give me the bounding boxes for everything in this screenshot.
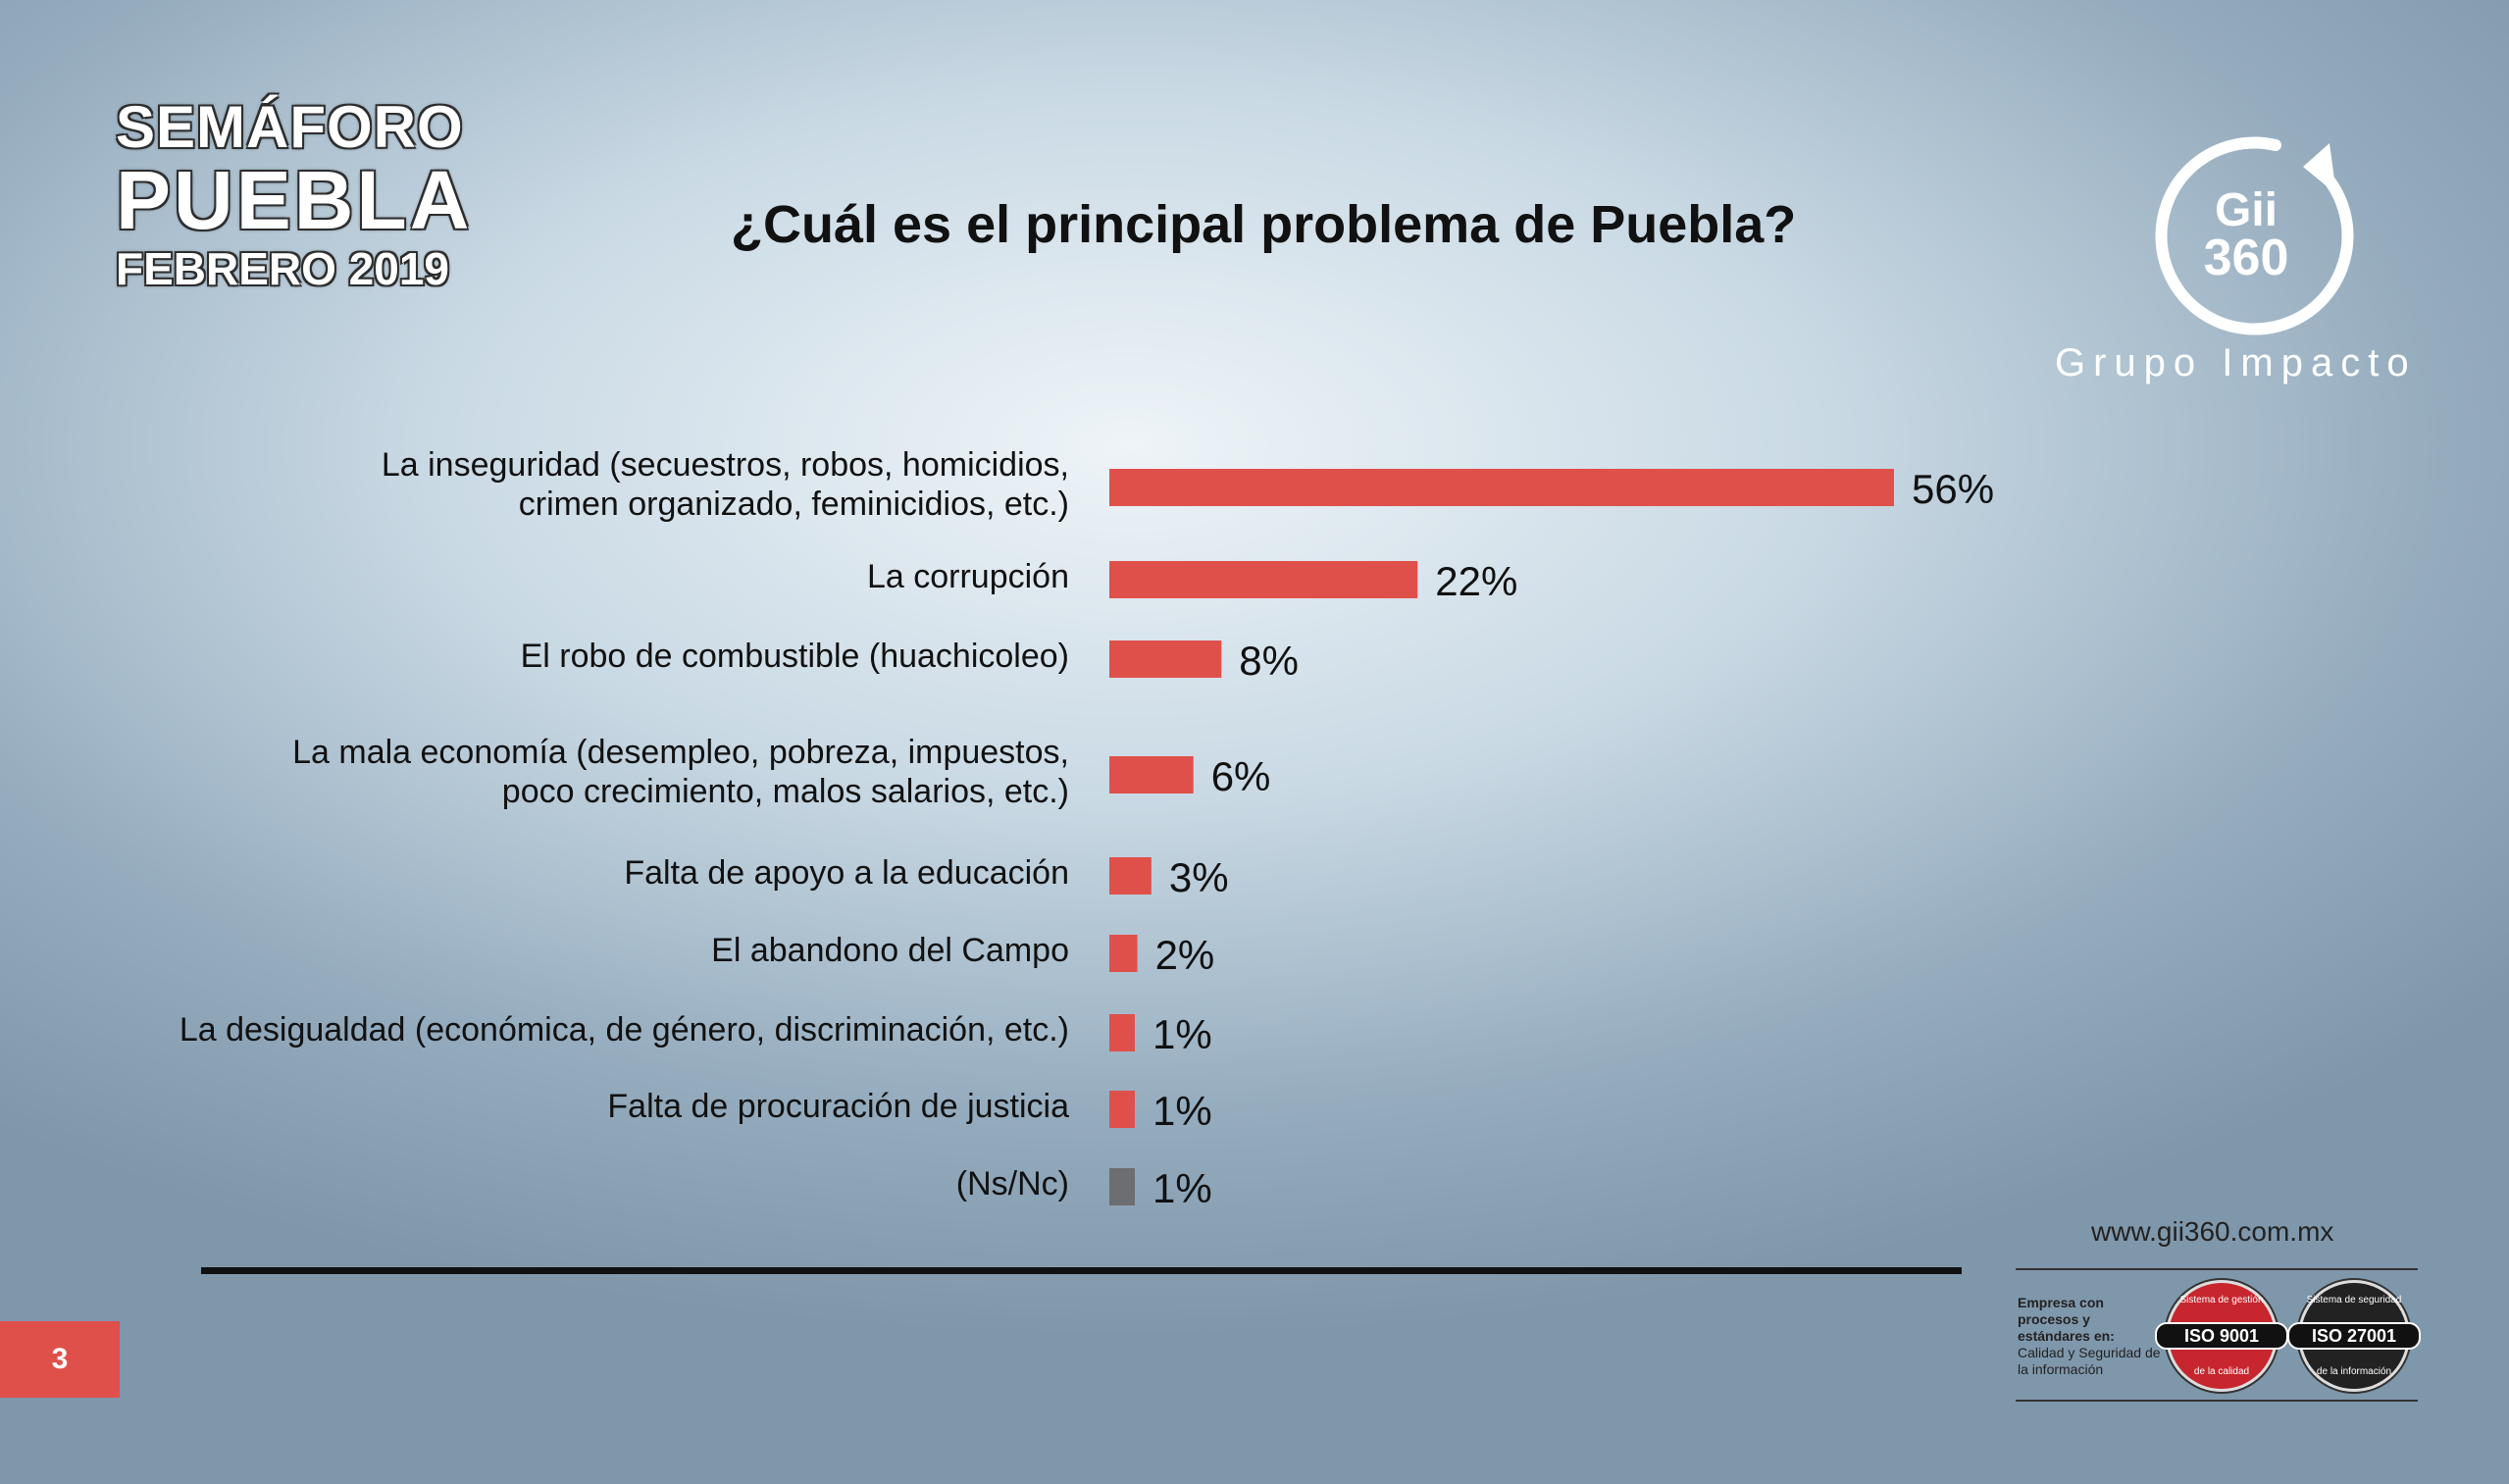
circular-arrow-icon: Gii 360: [2155, 136, 2354, 335]
category-label: La inseguridad (secuestros, robos, homic…: [382, 446, 1069, 484]
iso-27001-seal: Sistema de seguridad ISO 27001 de la inf…: [2287, 1280, 2421, 1392]
category-label: La mala economía (desempleo, pobreza, im…: [292, 734, 1069, 771]
bar: [1109, 1014, 1135, 1051]
bar: [1109, 469, 1894, 506]
bar: [1109, 1091, 1135, 1128]
company-name: Grupo Impacto: [2055, 341, 2417, 384]
brand-block: SEMÁFORO PUEBLA FEBRERO 2019: [116, 96, 472, 296]
iso-9001-seal: Sistema de gestión ISO 9001 de la calida…: [2155, 1280, 2288, 1392]
page-number: 3: [0, 1321, 120, 1398]
website-url[interactable]: www.gii360.com.mx: [2091, 1216, 2334, 1247]
logo-text-360: 360: [2204, 230, 2289, 286]
data-label: 1%: [1152, 1088, 1212, 1134]
data-label: 1%: [1152, 1011, 1212, 1057]
seal2-bottom-text: de la información: [2316, 1366, 2392, 1377]
data-label: 22%: [1435, 558, 1517, 604]
bar: [1109, 935, 1138, 972]
cert-sub: Calidad y Seguridad de la información: [2018, 1345, 2161, 1377]
bar: [1109, 1168, 1135, 1205]
logo-text-gii: Gii: [2215, 184, 2278, 236]
certifications-text: Empresa con procesos y estándares en: Ca…: [2018, 1295, 2165, 1378]
divider-line: [201, 1267, 1962, 1274]
category-label: (Ns/Nc): [956, 1165, 1069, 1203]
bar: [1109, 756, 1194, 793]
data-label: 2%: [1155, 932, 1215, 978]
cert-heading: Empresa con procesos y estándares en:: [2018, 1295, 2115, 1344]
seal1-bottom-text: de la calidad: [2193, 1366, 2250, 1377]
seal2-top-text: Sistema de seguridad: [2306, 1295, 2402, 1305]
brand-line-3: FEBRERO 2019: [116, 243, 450, 294]
data-label: 6%: [1211, 753, 1271, 799]
category-label: El robo de combustible (huachicoleo): [521, 638, 1069, 675]
bar: [1109, 561, 1418, 598]
brand-line-2: PUEBLA: [116, 154, 473, 246]
category-label: La desigualdad (económica, de género, di…: [179, 1011, 1069, 1049]
seal1-top-text: Sistema de gestión: [2179, 1295, 2264, 1305]
bar: [1109, 640, 1222, 678]
data-label: 8%: [1239, 638, 1299, 684]
category-label: Falta de procuración de justicia: [607, 1088, 1069, 1125]
category-label: La corrupción: [867, 558, 1069, 595]
data-label: 56%: [1912, 466, 1994, 512]
category-label: Falta de apoyo a la educación: [624, 854, 1069, 892]
category-label: crimen organizado, feminicidios, etc.): [519, 486, 1069, 523]
chart-title: ¿Cuál es el principal problema de Puebla…: [731, 195, 1797, 254]
data-label: 3%: [1169, 854, 1229, 900]
certifications-box: [2016, 1268, 2418, 1402]
category-label: El abandono del Campo: [711, 932, 1069, 969]
brand-line-1: SEMÁFORO: [116, 94, 464, 160]
category-label: poco crecimiento, malos salarios, etc.): [502, 773, 1069, 810]
seal1-label: ISO 9001: [2155, 1322, 2288, 1350]
bar: [1109, 857, 1152, 895]
data-label: 1%: [1152, 1165, 1212, 1211]
seal2-label: ISO 27001: [2287, 1322, 2421, 1350]
